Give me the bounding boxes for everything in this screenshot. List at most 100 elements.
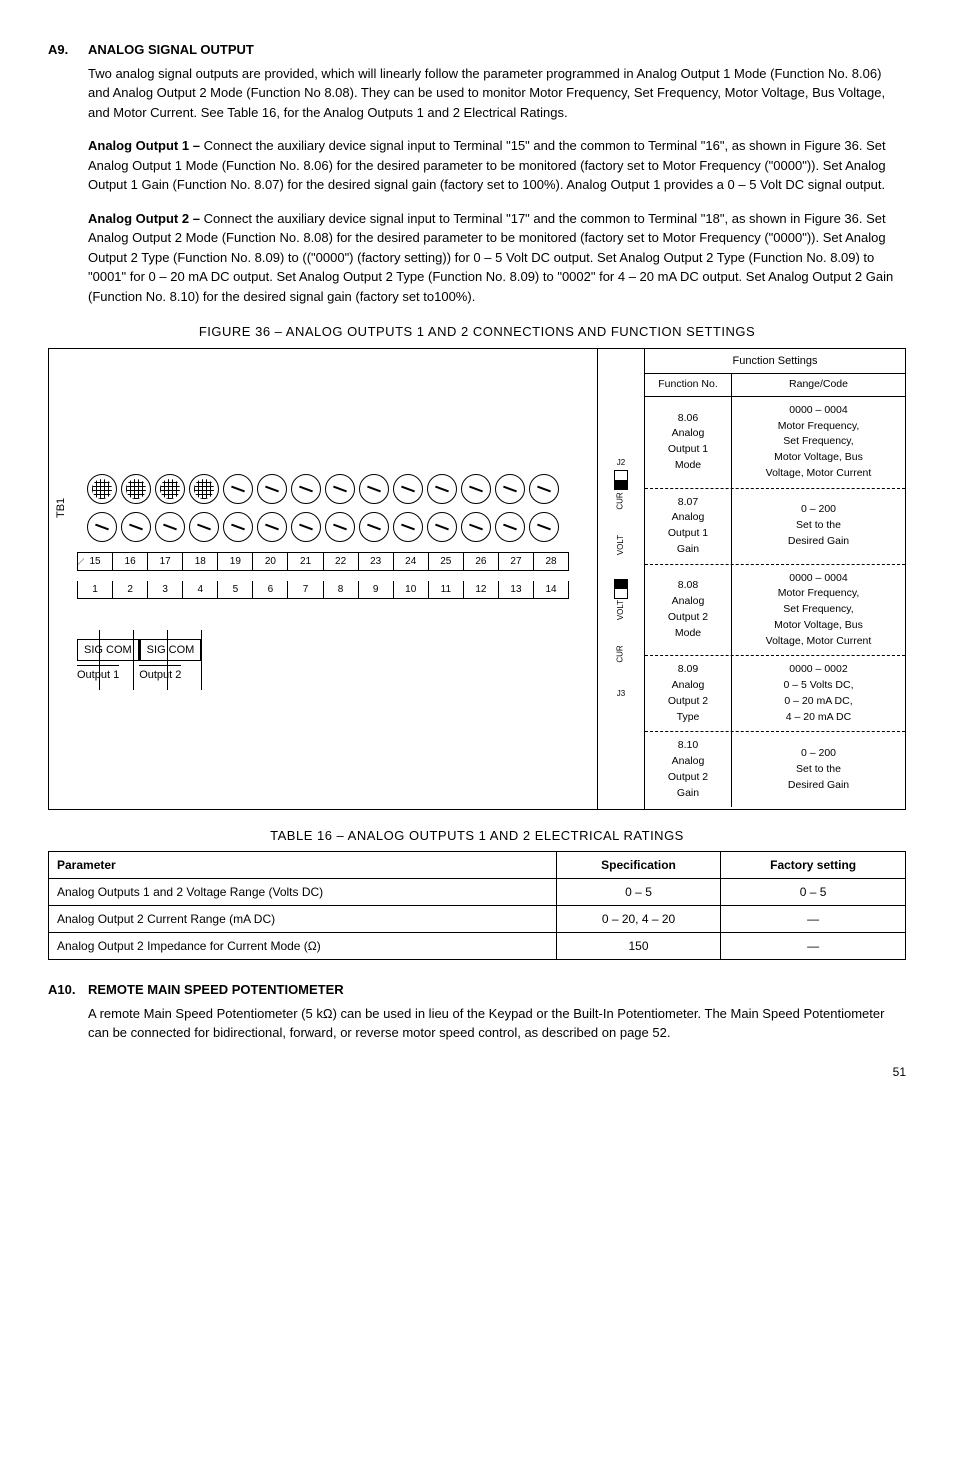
j3-volt: VOLT xyxy=(615,600,627,620)
terminal-slot xyxy=(121,512,151,542)
terminal-slot xyxy=(155,512,185,542)
fs-range-code: 0 – 200 Set to the Desired Gain xyxy=(732,732,905,807)
t16-factory: — xyxy=(721,933,906,960)
a10-body: A remote Main Speed Potentiometer (5 kΩ)… xyxy=(88,1004,906,1043)
volt-label-1: VOLT xyxy=(615,535,627,555)
terminal-slot xyxy=(427,474,457,504)
terminal-slot xyxy=(325,474,355,504)
tbl16-title: TABLE 16 – ANALOG OUTPUTS 1 AND 2 ELECTR… xyxy=(48,826,906,846)
j3-box xyxy=(614,579,628,599)
terminal-number: 21 xyxy=(288,553,323,570)
terminal-numbers-top: 1516171819202122232425262728 xyxy=(77,552,569,571)
terminal-slot xyxy=(223,512,253,542)
a9-heading: A9. ANALOG SIGNAL OUTPUT xyxy=(48,40,906,60)
fs-range-code: 0000 – 0004 Motor Frequency, Set Frequen… xyxy=(732,397,905,488)
terminal-slot xyxy=(461,512,491,542)
fs-col2-header: Range/Code xyxy=(732,374,905,396)
sigcom-labels: SIG COM SIG COM xyxy=(77,639,583,662)
terminal-row-top xyxy=(63,474,583,504)
terminal-number: 3 xyxy=(148,581,183,598)
sigcom-2: SIG COM xyxy=(139,639,202,662)
terminal-row-bottom xyxy=(63,512,583,542)
terminal-number: 20 xyxy=(253,553,288,570)
fs-function-no: 8.08 Analog Output 2 Mode xyxy=(645,565,732,656)
terminal-slot xyxy=(189,512,219,542)
fs-rows: 8.06 Analog Output 1 Mode0000 – 0004 Mot… xyxy=(645,397,905,808)
fig36-jumpers-panel: J2 CUR VOLT VOLT CUR J3 xyxy=(598,349,645,809)
a9-title: ANALOG SIGNAL OUTPUT xyxy=(88,40,254,60)
fs-function-no: 8.10 Analog Output 2 Gain xyxy=(645,732,732,807)
terminal-number: 11 xyxy=(429,581,464,598)
terminal-slot xyxy=(291,474,321,504)
table-row: Analog Output 2 Impedance for Current Mo… xyxy=(49,933,906,960)
a10-title: REMOTE MAIN SPEED POTENTIOMETER xyxy=(88,980,344,1000)
t16-parameter: Analog Outputs 1 and 2 Voltage Range (Vo… xyxy=(49,879,557,906)
terminal-slot xyxy=(87,512,117,542)
fs-row: 8.10 Analog Output 2 Gain0 – 200 Set to … xyxy=(645,732,905,807)
a10-num: A10. xyxy=(48,980,88,1000)
terminal-number: 1 xyxy=(78,581,113,598)
terminal-number: 9 xyxy=(359,581,394,598)
terminal-slot xyxy=(257,474,287,504)
output2-label: Output 2 xyxy=(139,665,181,684)
table-16-header: Parameter Specification Factory setting xyxy=(49,852,906,879)
terminal-number: 22 xyxy=(324,553,359,570)
jumper-j3: VOLT xyxy=(611,579,631,620)
fig36-title: FIGURE 36 – ANALOG OUTPUTS 1 AND 2 CONNE… xyxy=(48,322,906,342)
t16-h1: Parameter xyxy=(49,852,557,879)
fs-row: 8.07 Analog Output 1 Gain0 – 200 Set to … xyxy=(645,489,905,565)
a9-p3-text: Connect the auxiliary device signal inpu… xyxy=(88,211,893,304)
a9-num: A9. xyxy=(48,40,88,60)
terminal-grid xyxy=(87,474,117,504)
fs-header-row: Function No. Range/Code xyxy=(645,374,905,397)
fs-row: 8.08 Analog Output 2 Mode0000 – 0004 Mot… xyxy=(645,565,905,657)
jumper-j2: J2 CUR xyxy=(612,457,629,511)
terminal-number: 15 xyxy=(78,553,113,570)
t16-spec: 0 – 20, 4 – 20 xyxy=(556,906,720,933)
a9-p2: Analog Output 1 – Connect the auxiliary … xyxy=(88,136,906,195)
terminal-number: 4 xyxy=(183,581,218,598)
terminal-slot xyxy=(291,512,321,542)
j2-cur: CUR xyxy=(615,492,627,509)
fs-range-code: 0 – 200 Set to the Desired Gain xyxy=(732,489,905,564)
fs-range-code: 0000 – 0002 0 – 5 Volts DC, 0 – 20 mA DC… xyxy=(732,656,905,731)
a9-p2-text: Connect the auxiliary device signal inpu… xyxy=(88,138,886,192)
fs-function-no: 8.06 Analog Output 1 Mode xyxy=(645,397,732,488)
a9-p3: Analog Output 2 – Connect the auxiliary … xyxy=(88,209,906,307)
fs-row: 8.06 Analog Output 1 Mode0000 – 0004 Mot… xyxy=(645,397,905,489)
fs-row: 8.09 Analog Output 2 Type0000 – 0002 0 –… xyxy=(645,656,905,732)
terminal-numbers-bottom: 1234567891011121314 xyxy=(77,581,569,599)
a10-p1: A remote Main Speed Potentiometer (5 kΩ)… xyxy=(88,1004,906,1043)
terminal-number: 23 xyxy=(359,553,394,570)
terminal-slot xyxy=(257,512,287,542)
terminal-number: 2 xyxy=(113,581,148,598)
fig36-diagram: TB1 1516171819202122232425262728 1234567… xyxy=(63,474,583,684)
fig36: TB1 1516171819202122232425262728 1234567… xyxy=(48,348,906,810)
jumpers: J2 CUR VOLT VOLT CUR J3 xyxy=(611,457,631,700)
fs-function-no: 8.09 Analog Output 2 Type xyxy=(645,656,732,731)
terminal-number: 25 xyxy=(429,553,464,570)
t16-parameter: Analog Output 2 Impedance for Current Mo… xyxy=(49,933,557,960)
terminal-slot xyxy=(223,474,253,504)
terminal-number: 18 xyxy=(183,553,218,570)
a9-p1: Two analog signal outputs are provided, … xyxy=(88,64,906,123)
fs-function-no: 8.07 Analog Output 1 Gain xyxy=(645,489,732,564)
terminal-number: 6 xyxy=(253,581,288,598)
terminal-grid xyxy=(121,474,151,504)
cur-label-2: CUR xyxy=(615,645,627,662)
a9-body: Two analog signal outputs are provided, … xyxy=(88,64,906,307)
terminal-number: 17 xyxy=(148,553,183,570)
terminal-slot xyxy=(461,474,491,504)
output-labels: Output 1 Output 2 xyxy=(77,665,583,684)
terminal-slot xyxy=(393,512,423,542)
terminal-slot xyxy=(359,512,389,542)
terminal-slot xyxy=(325,512,355,542)
table-16: Parameter Specification Factory setting … xyxy=(48,851,906,960)
fs-title: Function Settings xyxy=(645,349,905,375)
t16-parameter: Analog Output 2 Current Range (mA DC) xyxy=(49,906,557,933)
terminal-grid xyxy=(155,474,185,504)
j2-box xyxy=(614,470,628,490)
terminal-number: 8 xyxy=(324,581,359,598)
table-row: Analog Outputs 1 and 2 Voltage Range (Vo… xyxy=(49,879,906,906)
terminal-number: 28 xyxy=(534,553,568,570)
